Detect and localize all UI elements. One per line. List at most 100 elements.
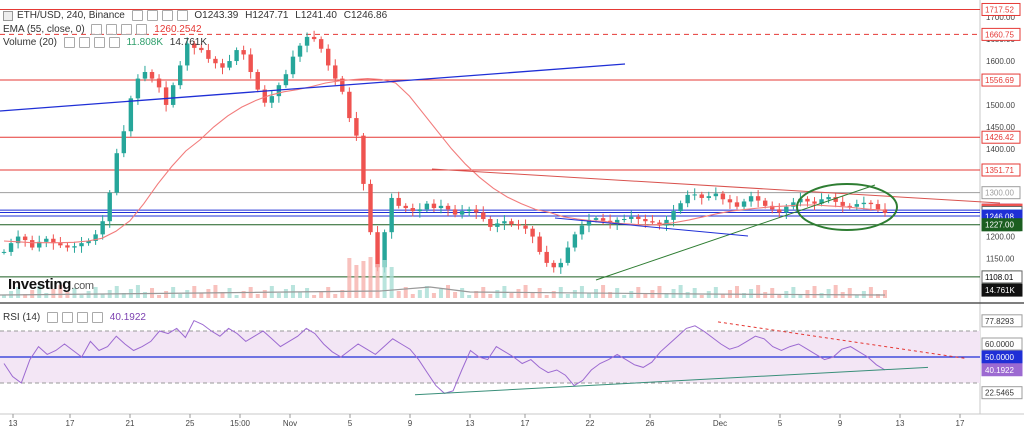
ema-legend: EMA (55, close, 0) 1260.2542: [3, 24, 206, 36]
rsi-label-text: 40.1922: [985, 366, 1014, 375]
volume-bar: [643, 294, 648, 298]
rsi-more-icon[interactable]: [92, 312, 104, 323]
volume-bar: [44, 293, 49, 298]
volume-bar: [135, 285, 140, 298]
volume-bar: [164, 291, 169, 298]
candle-body: [748, 196, 754, 202]
y-tick-label: 1400.00: [986, 145, 1015, 154]
candle-body: [770, 205, 775, 210]
low-value: L1241.40: [295, 10, 337, 22]
volume-bar: [467, 295, 472, 298]
candle-body: [192, 43, 197, 48]
ema-close-icon[interactable]: [121, 24, 133, 35]
level-tag-box: [981, 73, 1021, 87]
settings-icon[interactable]: [146, 10, 158, 21]
volume-close-icon[interactable]: [93, 37, 105, 48]
candle-body: [51, 238, 56, 244]
candle-body: [692, 194, 697, 196]
level-tag-label: 1556.69: [985, 76, 1014, 85]
candle-body: [248, 54, 253, 73]
candle-body: [826, 197, 831, 200]
volume-visibility-icon[interactable]: [63, 37, 75, 48]
candle-body: [283, 74, 289, 86]
volume-bar: [340, 290, 345, 298]
y-tick-label: 1200.00: [986, 233, 1015, 242]
candle-body: [671, 211, 676, 220]
volume-more-icon[interactable]: [108, 37, 120, 48]
candle-body: [375, 232, 380, 268]
trendline-blue-short: [554, 217, 749, 237]
candle-body: [664, 219, 669, 226]
volume-bar: [347, 258, 352, 298]
volume-bar: [298, 292, 303, 298]
candle-body: [326, 48, 331, 66]
candle-body: [269, 96, 275, 103]
volume-bar: [410, 294, 415, 298]
highlight-ellipse: [796, 183, 898, 231]
ema-more-icon[interactable]: [136, 24, 148, 35]
volume-bar: [276, 293, 281, 298]
ema-settings-icon[interactable]: [106, 24, 118, 35]
volume-settings-icon[interactable]: [78, 37, 90, 48]
candle-body: [614, 219, 620, 224]
symbol-label: ETH/USD, 240, Binance: [17, 10, 125, 22]
candle-body: [812, 201, 817, 204]
volume-bar: [530, 292, 535, 298]
volume-ma-line: [0, 286, 886, 296]
ema-visibility-icon[interactable]: [91, 24, 103, 35]
candle-body: [650, 221, 655, 223]
rsi-label-box: [981, 314, 1023, 328]
candle-body: [220, 63, 225, 68]
x-tick-label: 25: [186, 419, 195, 428]
volume-bar: [16, 287, 21, 298]
volume-bar: [516, 289, 521, 298]
volume-bar: [495, 290, 500, 298]
rsi-close-icon[interactable]: [77, 312, 89, 323]
volume-bar: [403, 287, 408, 298]
volume-label: Volume (20): [3, 37, 57, 49]
volume-bar: [509, 293, 514, 298]
volume-bar: [756, 285, 761, 298]
volume-bar: [438, 289, 443, 298]
volume-bar: [72, 288, 77, 298]
candle-body: [854, 204, 860, 207]
volume-bar: [798, 294, 803, 298]
candle-body: [403, 205, 408, 209]
candle-body: [840, 201, 845, 206]
collapse-icon[interactable]: [3, 10, 13, 21]
candle-body: [347, 91, 352, 119]
candle-body: [234, 50, 239, 62]
candle-body: [847, 205, 852, 207]
candle-body: [438, 205, 444, 209]
close-icon[interactable]: [161, 10, 173, 21]
candle-body: [410, 208, 415, 212]
x-tick-label: 22: [586, 419, 595, 428]
candle-body: [678, 203, 683, 212]
rsi-visibility-icon[interactable]: [47, 312, 59, 323]
candle-body: [685, 194, 690, 204]
candle-body: [868, 202, 874, 205]
x-tick-label: Dec: [713, 419, 727, 428]
x-tick-label: 13: [896, 419, 905, 428]
price-label-text: 1108.01: [985, 273, 1014, 282]
candle-body: [311, 36, 317, 40]
rsi-settings-icon[interactable]: [62, 312, 74, 323]
candle-body: [241, 50, 246, 55]
volume-bar: [262, 290, 267, 298]
price-label-box: [981, 270, 1023, 284]
candle-body: [297, 45, 303, 57]
ema-label: EMA (55, close, 0): [3, 24, 85, 36]
candle-body: [135, 78, 141, 99]
candle-body: [586, 219, 592, 226]
x-tick-label: 9: [838, 419, 843, 428]
volume-bar: [2, 295, 6, 298]
volume-bar: [636, 287, 641, 298]
visibility-icon[interactable]: [131, 10, 143, 21]
x-tick-label: 21: [126, 419, 135, 428]
volume-bar: [446, 285, 451, 298]
candle-body: [354, 118, 359, 136]
volume-bar: [608, 292, 613, 298]
more-icon[interactable]: [176, 10, 188, 21]
candle-body: [699, 194, 704, 198]
